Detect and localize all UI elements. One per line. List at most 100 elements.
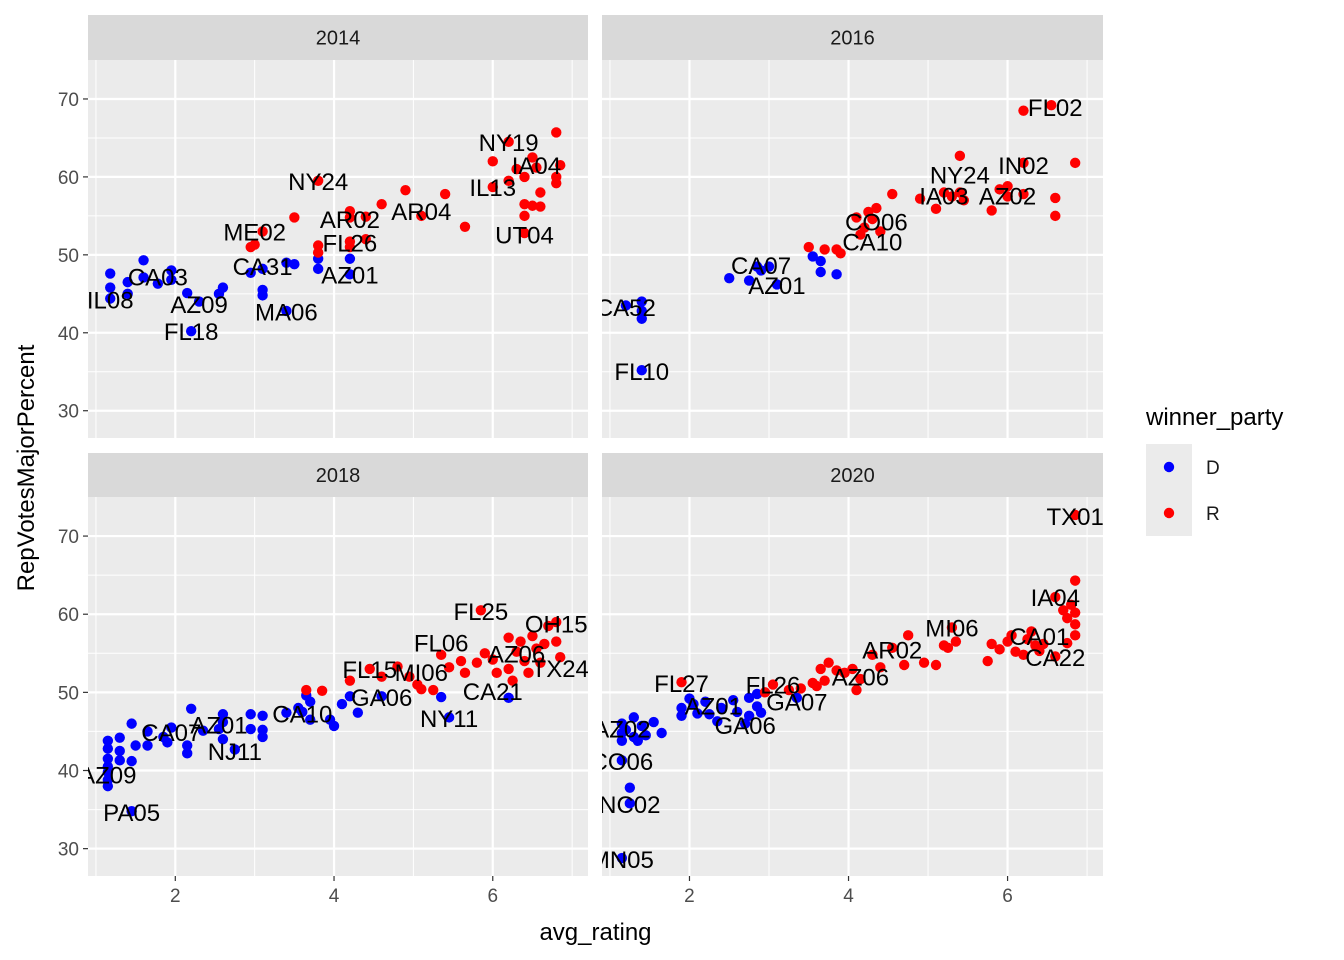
point-label: AZ01: [685, 694, 742, 721]
data-point-r: [942, 642, 954, 654]
point-label: FL02: [1028, 95, 1083, 122]
data-point-r: [344, 212, 356, 223]
data-point-d: [328, 720, 340, 732]
point-label: FL18: [164, 319, 219, 346]
data-point-r: [867, 649, 878, 661]
data-point-d: [182, 287, 193, 299]
point-label: GA06: [714, 713, 775, 740]
data-point-r: [1069, 630, 1081, 641]
data-point-r: [847, 663, 858, 675]
data-point-r: [1050, 651, 1061, 662]
point-label: CA01: [1009, 624, 1069, 651]
data-point-r: [1046, 100, 1057, 111]
legend-dot-r: [1163, 507, 1175, 519]
data-point-d: [152, 278, 164, 289]
data-point-d: [503, 692, 514, 704]
data-point-d: [166, 274, 177, 285]
point-label: CA52: [596, 295, 656, 322]
point-label: IL08: [87, 287, 134, 314]
data-point-d: [352, 707, 364, 718]
data-point-r: [1062, 637, 1073, 649]
x-tick-label: 6: [487, 886, 498, 907]
data-point-r: [543, 620, 554, 632]
point-label: CO06: [591, 749, 654, 776]
data-point-r: [898, 659, 910, 671]
data-point-r: [767, 679, 779, 690]
data-point-d: [182, 740, 193, 751]
data-point-r: [783, 684, 795, 696]
data-point-r: [902, 630, 914, 641]
data-point-r: [1018, 157, 1029, 169]
y-tick-label: 50: [58, 683, 79, 704]
data-point-d: [126, 805, 137, 817]
data-point-r: [1026, 626, 1037, 637]
data-point-d: [126, 755, 137, 767]
point-label: PA05: [103, 800, 160, 827]
data-point-r: [946, 191, 958, 202]
data-point-r: [491, 667, 502, 679]
data-point-d: [676, 710, 687, 722]
data-point-r: [400, 184, 411, 196]
legend-dot-d: [1163, 461, 1175, 473]
point-label: NY11: [420, 706, 478, 733]
data-point-r: [551, 127, 562, 138]
data-point-d: [281, 257, 292, 268]
data-point-r: [503, 175, 514, 187]
data-point-d: [281, 305, 292, 317]
data-point-d: [257, 290, 268, 301]
data-point-r: [918, 657, 930, 668]
data-point-r: [1018, 188, 1029, 200]
point-label: AR02: [862, 637, 922, 664]
data-point-r: [982, 655, 993, 667]
point-label: MN05: [590, 847, 654, 874]
data-point-r: [994, 184, 1005, 195]
data-point-r: [511, 163, 522, 175]
data-point-r: [823, 657, 834, 668]
y-tick-label: 30: [58, 402, 79, 423]
legend: winner_party D R: [1145, 404, 1283, 536]
panel-background: [88, 497, 588, 876]
data-point-r: [376, 671, 387, 682]
data-point-d: [716, 702, 727, 714]
data-point-r: [1050, 210, 1061, 222]
data-point-r: [851, 212, 862, 223]
panel-background: [602, 60, 1103, 438]
data-point-r: [887, 188, 898, 200]
data-point-d: [751, 688, 763, 700]
data-point-r: [914, 193, 926, 204]
data-point-r: [257, 226, 268, 237]
data-point-d: [688, 698, 699, 710]
point-label: FL10: [614, 359, 669, 386]
data-point-d: [807, 251, 818, 262]
data-point-r: [954, 187, 966, 198]
data-point-r: [443, 662, 455, 673]
data-point-r: [535, 201, 546, 212]
point-label: IA04: [512, 153, 561, 180]
data-point-d: [376, 691, 387, 702]
point-label: MA06: [255, 300, 318, 327]
data-point-r: [551, 636, 562, 647]
data-point-d: [743, 710, 755, 722]
point-label: FL15: [342, 657, 397, 684]
data-point-r: [376, 198, 387, 210]
data-point-d: [636, 364, 647, 376]
data-point-d: [763, 261, 775, 272]
data-point-d: [632, 735, 643, 747]
data-point-d: [245, 723, 256, 735]
data-point-r: [471, 657, 483, 668]
data-point-r: [851, 684, 862, 696]
data-point-r: [930, 203, 942, 215]
data-point-d: [305, 714, 316, 725]
data-point-d: [114, 755, 125, 766]
y-axis-title: RepVotesMajorPercent: [13, 344, 40, 591]
data-point-r: [404, 671, 415, 682]
point-label: IL13: [469, 175, 516, 202]
point-label: AR02: [320, 207, 380, 234]
data-point-d: [624, 782, 636, 793]
data-point-r: [1069, 509, 1081, 521]
point-label: CA10: [842, 230, 902, 257]
